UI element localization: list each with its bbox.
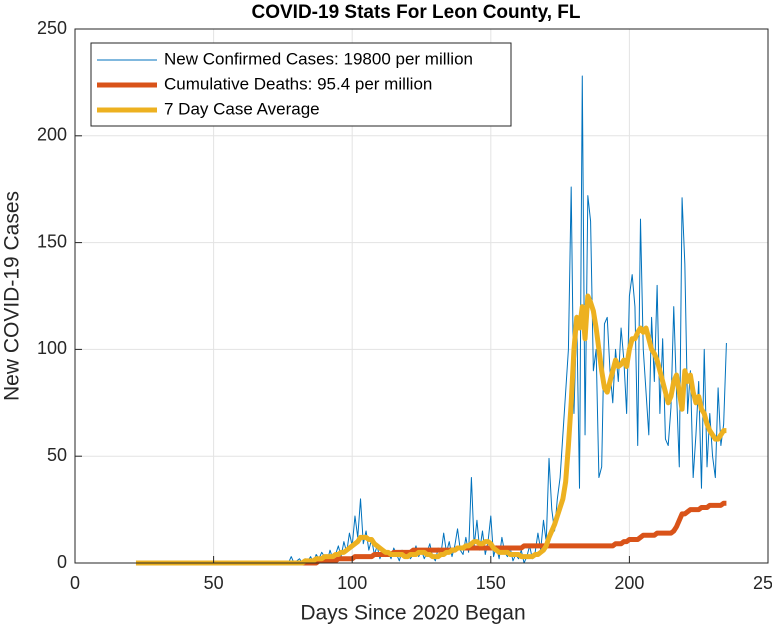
legend-label: New Confirmed Cases: 19800 per million — [164, 49, 473, 68]
ticks: 0 50 100 150 200 250 0 50 100 150 200 250 — [37, 18, 772, 593]
x-tick-label: 250 — [753, 573, 772, 593]
y-tick-label: 50 — [47, 445, 67, 465]
x-tick-label: 200 — [614, 573, 644, 593]
axes-box — [74, 28, 769, 564]
x-tick-label: 150 — [476, 573, 506, 593]
y-tick-label: 0 — [57, 552, 67, 572]
legend-label: 7 Day Case Average — [164, 99, 320, 118]
y-tick-label: 200 — [37, 125, 67, 145]
x-tick-label: 50 — [204, 573, 224, 593]
y-tick-label: 250 — [37, 18, 67, 38]
legend: New Confirmed Cases: 19800 per million Cu… — [90, 42, 512, 127]
legend-box — [90, 42, 512, 127]
legend-label: Cumulative Deaths: 95.4 per million — [164, 74, 432, 93]
y-tick-label: 100 — [37, 338, 67, 358]
x-tick-label: 0 — [70, 573, 80, 593]
chart-title: COVID-19 Stats For Leon County, FL — [252, 2, 581, 23]
x-tick-label: 100 — [337, 573, 367, 593]
y-tick-label: 150 — [37, 231, 67, 251]
x-axis-label: Days Since 2020 Began — [300, 602, 525, 625]
y-axis-label: New COVID-19 Cases — [1, 191, 24, 401]
